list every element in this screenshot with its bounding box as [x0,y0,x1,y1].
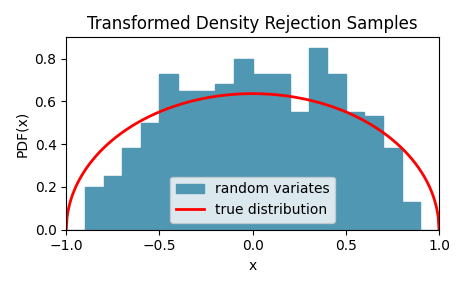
Legend: random variates, true distribution: random variates, true distribution [170,177,335,223]
true distribution [250,92,255,95]
Bar [402,202,420,230]
Bar [122,149,141,230]
true distribution [436,228,442,232]
true distribution [243,92,248,95]
Bar [309,48,327,230]
Bar [215,84,234,230]
Line: true distribution: true distribution [66,94,439,230]
Bar [346,112,365,230]
Bar [327,74,346,230]
true distribution [266,92,272,96]
Bar [365,116,383,230]
Bar [85,187,104,230]
true distribution [428,188,433,192]
Bar [197,91,215,230]
Y-axis label: PDF(x): PDF(x) [15,110,29,157]
Bar [234,59,252,230]
Bar [178,91,197,230]
true distribution [370,124,375,127]
Bar [141,123,159,230]
true distribution [286,94,292,98]
X-axis label: x: x [248,259,257,273]
Bar [159,74,178,230]
Title: Transformed Density Rejection Samples: Transformed Density Rejection Samples [87,15,418,33]
Bar [104,176,122,230]
true distribution [240,92,246,96]
Bar [383,149,402,230]
Bar [290,112,309,230]
Bar [252,74,271,230]
true distribution [64,228,69,232]
Bar [271,74,290,230]
